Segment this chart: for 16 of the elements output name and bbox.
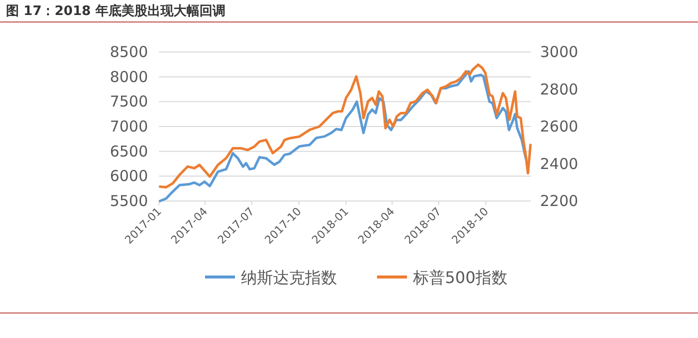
y2-tick-label: 2800 bbox=[540, 80, 578, 98]
y-tick-label: 7000 bbox=[110, 118, 148, 136]
chart-title: 图 17：2018 年底美股出现大幅回调 bbox=[6, 3, 226, 19]
y2-tick-label: 2400 bbox=[540, 154, 578, 173]
y2-tick-label: 2600 bbox=[540, 118, 578, 136]
legend-label: 纳斯达克指数 bbox=[241, 268, 337, 287]
y-tick-label: 6500 bbox=[110, 142, 148, 160]
y2-tick-label: 3000 bbox=[540, 43, 578, 61]
y-tick-label: 7500 bbox=[110, 92, 148, 111]
y-tick-label: 8500 bbox=[110, 43, 148, 61]
y-tick-label: 8000 bbox=[110, 68, 148, 86]
legend-label: 标普500指数 bbox=[412, 268, 508, 287]
y-tick-label: 6000 bbox=[110, 167, 148, 186]
y2-tick-label: 2200 bbox=[540, 192, 578, 210]
line-series bbox=[158, 63, 532, 188]
y-tick-label: 5500 bbox=[110, 192, 148, 210]
